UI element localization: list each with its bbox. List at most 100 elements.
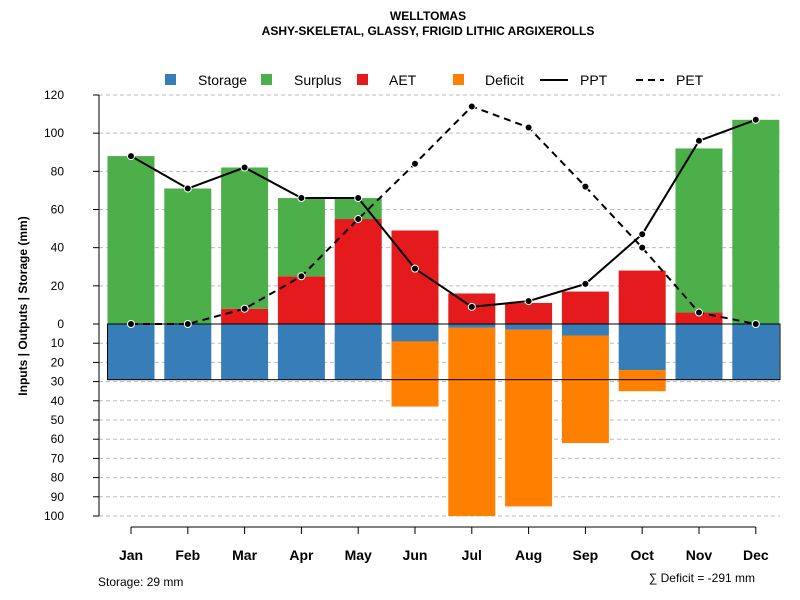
y-tick-label: 50 [51,413,65,427]
y-tick-label: 20 [51,279,65,293]
grid-lines [99,94,780,517]
legend-label-aet: AET [389,72,417,88]
aet-bar [505,303,553,324]
surplus-bar [164,188,212,324]
aet-bar [618,270,666,324]
storage-bar [675,324,723,380]
y-tick-label: 80 [51,471,65,485]
storage-bar [221,324,269,380]
aet-bar [277,276,325,324]
y-tick-label: 40 [51,394,65,408]
ppt-point [183,184,192,193]
ppt-point [751,115,760,124]
pet-point [183,320,192,328]
y-tick-label: 100 [44,126,64,140]
pet-point [127,320,135,328]
ppt-point [524,297,533,306]
x-tick-label-dec: Dec [743,547,769,563]
pet-line [131,105,756,325]
legend-label-surplus: Surplus [294,72,341,88]
y-tick-label: 20 [51,355,65,369]
deficit-footnote: ∑ Deficit = -291 mm [649,571,755,585]
legend-swatch-deficit [453,74,464,85]
deficit-bar [505,329,553,507]
pet-point [751,320,760,328]
x-tick-label-mar: Mar [232,547,257,563]
x-tick-label-aug: Aug [515,547,542,563]
storage-bar [448,324,496,328]
storage-bar [334,324,382,380]
legend-swatch-surplus [261,74,272,85]
x-tick-label-oct: Oct [631,547,655,563]
surplus-bar [732,119,780,324]
y-tick-label: 10 [51,336,65,350]
bars-group [107,119,781,516]
storage-bar [277,324,325,380]
y-tick-label: 100 [44,509,64,523]
surplus-bar [107,156,155,324]
aet-bar [561,291,609,324]
ppt-point [411,264,419,273]
legend: Storage Surplus AET Deficit PPT PET [165,72,704,88]
ppt-point [581,279,590,288]
pet-point [297,272,306,281]
deficit-bar [618,370,666,392]
pet-point [524,123,533,132]
chart-subtitle: ASHY-SKELETAL, GLASSY, FRIGID LITHIC ARG… [262,24,595,38]
y-tick-label: 40 [51,241,65,255]
x-tick-label-may: May [345,547,372,563]
ppt-line [130,118,757,308]
legend-label-deficit: Deficit [485,72,524,88]
y-tick-label: 80 [51,164,65,178]
storage-bar [732,324,780,380]
y-tick-label: 120 [44,88,64,102]
axes-group: 120 100 80 60 40 20 0 10 20 30 40 50 60 70 80 90 100 Jan F… [44,88,769,563]
aet-bar [221,308,269,324]
x-tick-label-feb: Feb [175,547,200,563]
legend-label-ppt: PPT [580,72,608,88]
y-tick-label: 60 [51,203,65,217]
pet-point [638,243,647,252]
x-tick-label-sep: Sep [573,547,599,563]
ppt-point [467,302,476,311]
deficit-bar [561,335,609,444]
y-tick-label: 0 [57,317,64,331]
legend-label-pet: PET [676,72,704,88]
ppt-point [240,163,249,172]
pet-point [581,182,590,191]
y-tick-label: 60 [51,432,65,446]
chart-title: WELLTOMAS [390,9,466,23]
storage-bar [164,324,212,380]
surplus-bar [277,198,325,277]
ppt-point [297,194,306,203]
x-tick-label-apr: Apr [289,547,314,563]
x-tick-label-nov: Nov [686,547,713,563]
legend-label-storage: Storage [198,72,247,88]
ppt-point [638,230,647,239]
legend-swatch-aet [357,74,368,85]
pet-point [695,308,703,317]
storage-bar [618,324,666,371]
lines-group [127,102,760,328]
y-tick-label: 90 [51,490,65,504]
deficit-bar [391,341,439,407]
storage-bar [561,324,609,336]
ppt-point [695,136,703,145]
storage-footnote: Storage: 29 mm [98,575,183,589]
ppt-point [354,194,363,203]
x-tick-label-jan: Jan [119,547,143,563]
storage-bar [505,324,553,330]
y-axis-label: Inputs | Outputs | Storage (mm) [16,216,30,395]
pet-point [240,304,249,313]
pet-point [467,102,476,111]
aet-bar [391,230,439,324]
pet-point [411,159,419,168]
pet-point [354,215,363,224]
x-tick-label-jun: Jun [403,547,428,563]
surplus-bar [221,167,269,309]
deficit-bar [448,327,496,516]
surplus-bar [675,148,723,313]
aet-bar [334,219,382,324]
